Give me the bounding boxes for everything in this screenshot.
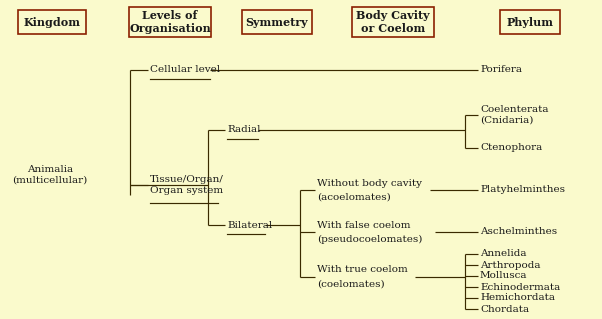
- Text: Phylum: Phylum: [506, 17, 553, 27]
- Text: Levels of
Organisation: Levels of Organisation: [129, 10, 211, 34]
- Bar: [129, 7, 211, 37]
- Text: Annelida: Annelida: [480, 249, 527, 258]
- Text: Echinodermata: Echinodermata: [480, 283, 560, 292]
- Text: Chordata: Chordata: [480, 305, 529, 314]
- Text: Kingdom: Kingdom: [23, 17, 81, 27]
- Text: Without body cavity: Without body cavity: [317, 179, 422, 188]
- Text: Bilateral: Bilateral: [227, 220, 272, 229]
- Text: With false coelom: With false coelom: [317, 220, 411, 229]
- Text: Ctenophora: Ctenophora: [480, 144, 542, 152]
- Bar: [18, 10, 86, 34]
- Text: Symmetry: Symmetry: [246, 17, 308, 27]
- Text: Arthropoda: Arthropoda: [480, 261, 541, 270]
- Text: Body Cavity
or Coelom: Body Cavity or Coelom: [356, 10, 430, 34]
- Text: Tissue/Organ/
Organ system: Tissue/Organ/ Organ system: [150, 175, 224, 195]
- Text: Porifera: Porifera: [480, 65, 522, 75]
- Text: (coelomates): (coelomates): [317, 279, 385, 288]
- Text: Platyhelminthes: Platyhelminthes: [480, 186, 565, 195]
- Text: (pseudocoelomates): (pseudocoelomates): [317, 234, 423, 244]
- Text: With true coelom: With true coelom: [317, 265, 408, 275]
- Text: (acoelomates): (acoelomates): [317, 192, 391, 202]
- Bar: [500, 10, 560, 34]
- Text: Mollusca: Mollusca: [480, 271, 527, 280]
- Bar: [352, 7, 434, 37]
- Text: Animalia
(multicellular): Animalia (multicellular): [13, 165, 88, 185]
- Text: Coelenterata
(Cnidaria): Coelenterata (Cnidaria): [480, 105, 548, 125]
- Text: Aschelminthes: Aschelminthes: [480, 227, 557, 236]
- Text: Radial: Radial: [227, 125, 261, 135]
- Text: Hemichordata: Hemichordata: [480, 293, 555, 302]
- Bar: [242, 10, 312, 34]
- Text: Cellular level: Cellular level: [150, 65, 220, 75]
